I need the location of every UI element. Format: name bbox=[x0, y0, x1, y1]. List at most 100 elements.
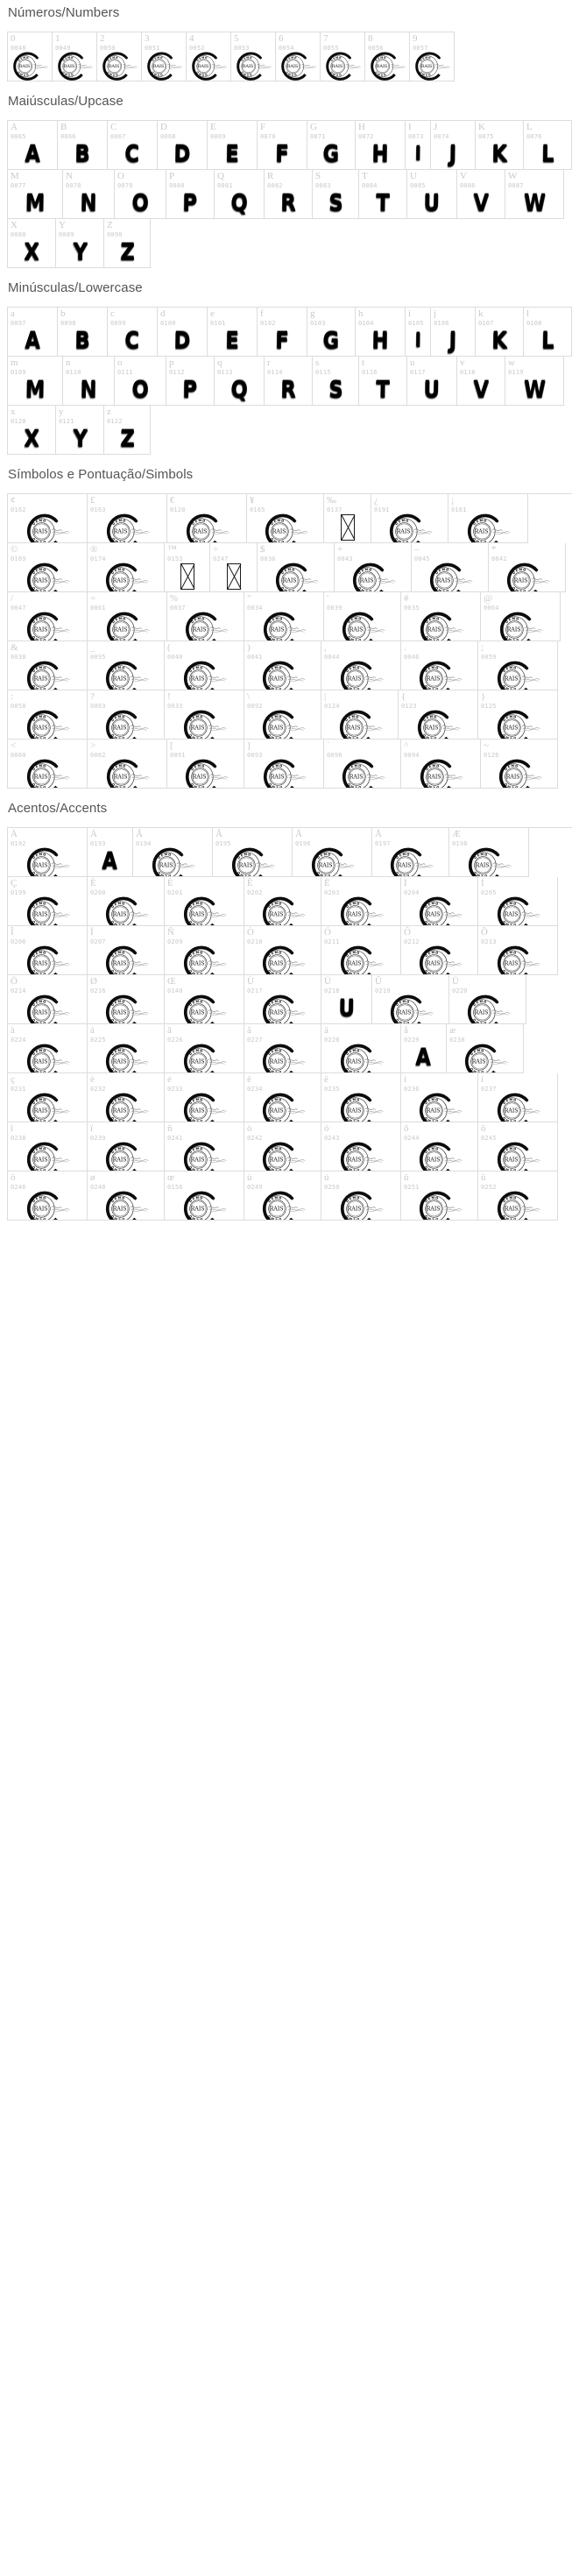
glyph-cell[interactable]: z 0122 Z bbox=[104, 406, 151, 455]
glyph-cell[interactable]: . 0046 D E M O D E M O RAIS bbox=[401, 641, 478, 690]
glyph-cell[interactable]: b 0098 B bbox=[58, 308, 108, 357]
glyph-cell[interactable]: c 0099 C bbox=[108, 308, 158, 357]
glyph-cell[interactable]: I 0073 I bbox=[406, 121, 431, 170]
glyph-cell[interactable]: ~0126 D E M O D E M O RAIS bbox=[481, 740, 558, 789]
glyph-cell[interactable]: = 0061 D E M O D E M O RAIS bbox=[88, 592, 167, 641]
glyph-cell[interactable]: Ü 0220 D E M O D E M O RAIS bbox=[449, 975, 526, 1024]
glyph-cell[interactable]: 4 0052 D E M O D E M O RAIS bbox=[187, 32, 231, 81]
glyph-cell[interactable]: ï 0239 D E M O D E M O RAIS bbox=[88, 1122, 165, 1171]
glyph-cell[interactable]: â 0226 D E M O D E M O RAIS bbox=[165, 1024, 244, 1073]
glyph-cell[interactable]: ò 0242 D E M O D E M O RAIS bbox=[244, 1122, 321, 1171]
glyph-cell[interactable]: © 0169 D E M O D E M O RAIS bbox=[8, 543, 88, 592]
glyph-cell[interactable]: ™ 0153 bbox=[165, 543, 210, 592]
glyph-cell[interactable]: Q 0081 Q bbox=[215, 170, 265, 219]
glyph-cell[interactable]: B 0066 B bbox=[58, 121, 108, 170]
glyph-cell[interactable]: t 0116 T bbox=[359, 357, 407, 406]
glyph-cell[interactable]: Ë 0203 D E M O D E M O RAIS bbox=[321, 877, 401, 926]
glyph-cell[interactable]: e 0101 E bbox=[208, 308, 258, 357]
glyph-cell[interactable]: $0036 D E M O D E M O RAIS bbox=[258, 543, 335, 592]
glyph-cell[interactable]: n 0110 N bbox=[63, 357, 115, 406]
glyph-cell[interactable]: ÷ 0247 bbox=[210, 543, 258, 592]
glyph-cell[interactable]: " 0034 D E M O D E M O RAIS bbox=[244, 592, 324, 641]
glyph-cell[interactable]: * 0042 D E M O D E M O RAIS bbox=[489, 543, 566, 592]
glyph-cell[interactable]: ì 0236 D E M O D E M O RAIS bbox=[401, 1073, 478, 1122]
glyph-cell[interactable]: ' 0039 D E M O D E M O RAIS bbox=[324, 592, 401, 641]
glyph-cell[interactable]: i 0105 I bbox=[406, 308, 431, 357]
glyph-cell[interactable]: á 0225 D E M O D E M O RAIS bbox=[88, 1024, 165, 1073]
glyph-cell[interactable]: k 0107 K bbox=[476, 308, 524, 357]
glyph-cell[interactable]: î 0238 D E M O D E M O RAIS bbox=[8, 1122, 88, 1171]
glyph-cell[interactable]: 7 0055 D E M O D E M O RAIS bbox=[321, 32, 365, 81]
glyph-cell[interactable]: Ñ 0209 D E M O D E M O RAIS bbox=[165, 926, 244, 975]
glyph-cell[interactable]: 8 0056 D E M O D E M O RAIS bbox=[365, 32, 410, 81]
glyph-cell[interactable]: Í 0205 D E M O D E M O RAIS bbox=[478, 877, 558, 926]
glyph-cell[interactable]: M 0077 M bbox=[8, 170, 63, 219]
glyph-cell[interactable]: % 0037 D E M O D E M O RAIS bbox=[167, 592, 244, 641]
glyph-cell[interactable]: H 0072 H bbox=[356, 121, 406, 170]
glyph-cell[interactable]: ` 0096 D E M O D E M O RAIS bbox=[324, 740, 401, 789]
glyph-cell[interactable]: Õ 0213 D E M O D E M O RAIS bbox=[478, 926, 558, 975]
glyph-cell[interactable]: W 0087 W bbox=[505, 170, 564, 219]
glyph-cell[interactable]: v 0118 V bbox=[457, 357, 505, 406]
glyph-cell[interactable]: O 0079 O bbox=[115, 170, 166, 219]
glyph-cell[interactable]: Ù 0217 D E M O D E M O RAIS bbox=[244, 975, 321, 1024]
glyph-cell[interactable]: ü 0252 D E M O D E M O RAIS bbox=[478, 1171, 558, 1221]
glyph-cell[interactable]: –0045 D E M O D E M O RAIS bbox=[412, 543, 489, 592]
glyph-cell[interactable]: ö 0246 D E M O D E M O RAIS bbox=[8, 1171, 88, 1221]
glyph-cell[interactable]: Z 0090 Z bbox=[104, 219, 151, 268]
glyph-cell[interactable]: #0035 D E M O D E M O RAIS bbox=[401, 592, 481, 641]
glyph-cell[interactable]: ã 0227 D E M O D E M O RAIS bbox=[244, 1024, 321, 1073]
glyph-cell[interactable]: ù 0249 D E M O D E M O RAIS bbox=[244, 1171, 321, 1221]
glyph-cell[interactable]: Y 0089 Y bbox=[56, 219, 104, 268]
glyph-cell[interactable]: K 0075 K bbox=[476, 121, 524, 170]
glyph-cell[interactable]: /0047 D E M O D E M O RAIS bbox=[8, 592, 88, 641]
glyph-cell[interactable]: ! 0033 D E M O D E M O RAIS bbox=[165, 690, 244, 740]
glyph-cell[interactable]: g 0103 G bbox=[307, 308, 356, 357]
glyph-cell[interactable]: œ 0156 D E M O D E M O RAIS bbox=[165, 1171, 244, 1221]
glyph-cell[interactable]: m 0109 M bbox=[8, 357, 63, 406]
glyph-cell[interactable]: q 0113 Q bbox=[215, 357, 265, 406]
glyph-cell[interactable]: ‰ 0137 bbox=[324, 494, 371, 543]
glyph-cell[interactable]: x 0120 X bbox=[8, 406, 56, 455]
glyph-cell[interactable]: é 0233 D E M O D E M O RAIS bbox=[165, 1073, 244, 1122]
glyph-cell[interactable]: E 0069 E bbox=[208, 121, 258, 170]
glyph-cell[interactable]: ® 0174 D E M O D E M O RAIS bbox=[88, 543, 165, 592]
glyph-cell[interactable]: ç 0231 D E M O D E M O RAIS bbox=[8, 1073, 88, 1122]
glyph-cell[interactable]: ê 0234 D E M O D E M O RAIS bbox=[244, 1073, 321, 1122]
glyph-cell[interactable]: l 0108 L bbox=[524, 308, 572, 357]
glyph-cell[interactable]: p 0112 P bbox=[166, 357, 215, 406]
glyph-cell[interactable]: å 0229 A bbox=[401, 1024, 447, 1073]
glyph-cell[interactable]: ? 0063 D E M O D E M O RAIS bbox=[88, 690, 165, 740]
glyph-cell[interactable]: ¥0165 D E M O D E M O RAIS bbox=[247, 494, 324, 543]
glyph-cell[interactable]: U 0085 U bbox=[407, 170, 457, 219]
glyph-cell[interactable]: Ú 0218 U bbox=[321, 975, 372, 1024]
glyph-cell[interactable]: D 0068 D bbox=[158, 121, 208, 170]
glyph-cell[interactable]: ¢ 0162 D E M O D E M O RAIS bbox=[8, 494, 88, 543]
glyph-cell[interactable]: õ 0245 D E M O D E M O RAIS bbox=[478, 1122, 558, 1171]
glyph-cell[interactable]: +0043 D E M O D E M O RAIS bbox=[335, 543, 412, 592]
glyph-cell[interactable]: Ö 0214 D E M O D E M O RAIS bbox=[8, 975, 88, 1024]
glyph-cell[interactable]: ) 0041 D E M O D E M O RAIS bbox=[244, 641, 321, 690]
glyph-cell[interactable]: Ì 0204 D E M O D E M O RAIS bbox=[401, 877, 478, 926]
glyph-cell[interactable]: X 0088 X bbox=[8, 219, 56, 268]
glyph-cell[interactable]: 3 0051 D E M O D E M O RAIS bbox=[142, 32, 187, 81]
glyph-cell[interactable]: ] 0093 D E M O D E M O RAIS bbox=[244, 740, 324, 789]
glyph-cell[interactable]: @0064 D E M O D E M O RAIS bbox=[481, 592, 561, 641]
glyph-cell[interactable]: Á 0193 A bbox=[88, 828, 133, 877]
glyph-cell[interactable]: ë 0235 D E M O D E M O RAIS bbox=[321, 1073, 401, 1122]
glyph-cell[interactable]: Ó 0211 D E M O D E M O RAIS bbox=[321, 926, 401, 975]
glyph-cell[interactable]: } 0125 D E M O D E M O RAIS bbox=[478, 690, 558, 740]
glyph-cell[interactable]: À 0192 D E M O D E M O RAIS bbox=[8, 828, 88, 877]
glyph-cell[interactable]: 5 0053 D E M O D E M O RAIS bbox=[231, 32, 276, 81]
glyph-cell[interactable]: à 0224 D E M O D E M O RAIS bbox=[8, 1024, 88, 1073]
glyph-cell[interactable]: £0163 D E M O D E M O RAIS bbox=[88, 494, 167, 543]
glyph-cell[interactable]: r 0114 R bbox=[265, 357, 313, 406]
glyph-cell[interactable]: T 0084 T bbox=[359, 170, 407, 219]
glyph-cell[interactable]: o 0111 O bbox=[115, 357, 166, 406]
glyph-cell[interactable]: ¿ 0191 D E M O D E M O RAIS bbox=[371, 494, 448, 543]
glyph-cell[interactable]: {0123 D E M O D E M O RAIS bbox=[399, 690, 478, 740]
glyph-cell[interactable]: V 0086 V bbox=[457, 170, 505, 219]
glyph-cell[interactable]: è 0232 D E M O D E M O RAIS bbox=[88, 1073, 165, 1122]
glyph-cell[interactable]: 6 0054 D E M O D E M O RAIS bbox=[276, 32, 321, 81]
glyph-cell[interactable]: ä 0228 D E M O D E M O RAIS bbox=[321, 1024, 401, 1073]
